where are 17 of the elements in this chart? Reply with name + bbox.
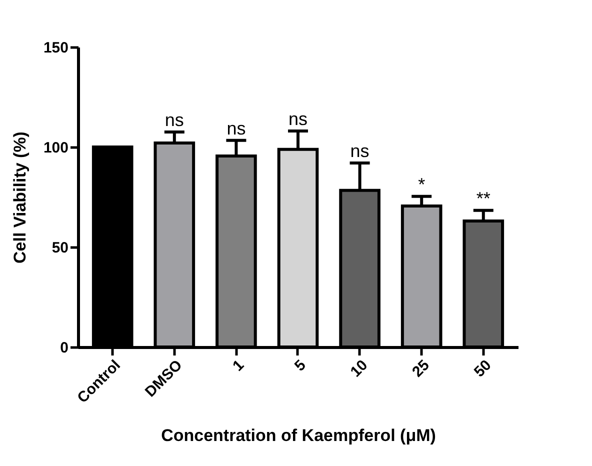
x-tick-label: 10	[347, 356, 372, 381]
x-axis-title: Concentration of Kaempferol (μM)	[161, 426, 436, 445]
annotation: ns	[350, 141, 370, 161]
annotation: ns	[226, 118, 246, 138]
annotation: **	[476, 188, 490, 208]
y-tick-label: 0	[60, 340, 68, 356]
x-tick-label: 25	[409, 356, 433, 381]
x-tick-label: 50	[470, 356, 495, 381]
x-tick-label: 1	[230, 356, 248, 375]
y-tick-label: 50	[52, 240, 68, 256]
y-tick-label: 100	[43, 140, 68, 156]
annotation: ns	[164, 110, 184, 130]
x-tick-label: 5	[291, 356, 310, 375]
y-axis-title: Cell Viability (%)	[10, 132, 30, 264]
y-tick-label: 150	[43, 40, 68, 56]
annotation: *	[418, 174, 426, 194]
annotation: ns	[288, 109, 308, 129]
